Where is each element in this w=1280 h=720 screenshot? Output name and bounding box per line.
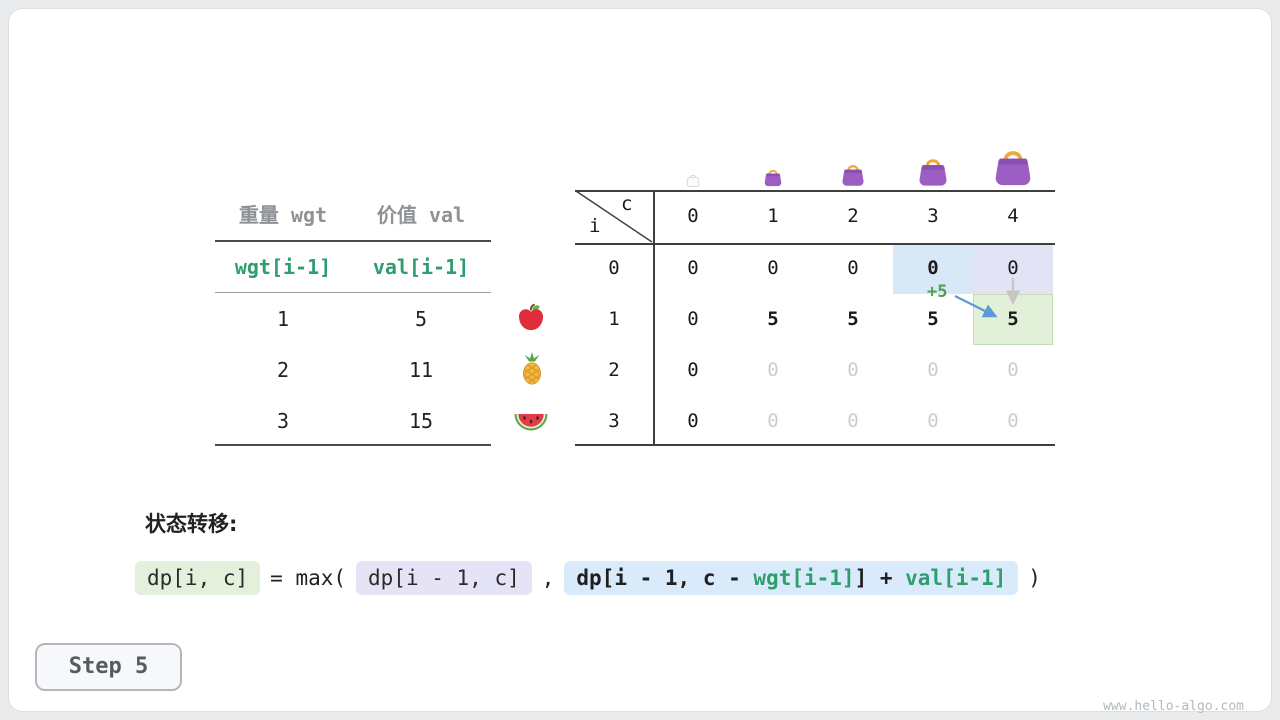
dp-col-header: 2 xyxy=(847,205,859,227)
pineapple-icon xyxy=(523,352,541,385)
transition-formula: dp[i, c] = max( dp[i - 1, c] , dp[i - 1,… xyxy=(135,561,1041,595)
dp-cell-source-lavender: 0 xyxy=(973,243,1053,294)
dp-cell: 0 xyxy=(927,410,939,432)
item-row-wgt: 3 xyxy=(276,409,290,433)
formula-arg2-val: val[i-1] xyxy=(905,566,1007,590)
dp-cell: 0 xyxy=(767,257,779,279)
bag-icon xyxy=(993,151,1033,187)
dp-cell: 0 xyxy=(847,359,859,381)
dp-cell: 0 xyxy=(1007,359,1019,381)
dp-cell: 0 xyxy=(687,359,699,381)
bag-ghost-icon xyxy=(686,174,700,187)
dp-col-header: 1 xyxy=(767,205,779,227)
formula-eq-max: = max( xyxy=(270,566,347,590)
step-badge: Step 5 xyxy=(35,643,182,691)
formula-close: ) xyxy=(1028,566,1041,590)
items-table: 重量 wgt 价值 val wgt[i-1] val[i-1] 1 5 2 11… xyxy=(215,190,491,446)
dp-vertical-rule xyxy=(653,190,655,446)
formula-arg1: dp[i - 1, c] xyxy=(356,561,532,595)
dp-bottom-rule xyxy=(575,444,1055,446)
formula-arg2-part2: ] + xyxy=(854,566,906,590)
dp-cell: 5 xyxy=(927,308,939,330)
dp-row-label: 3 xyxy=(608,410,620,432)
formula-lhs: dp[i, c] xyxy=(135,561,261,595)
items-header-weight: 重量 wgt xyxy=(238,203,328,227)
dp-cell: 0 xyxy=(767,410,779,432)
dp-cell: 0 xyxy=(767,359,779,381)
item-row-val: 5 xyxy=(414,307,428,331)
dp-table: 0 1 2 3 4 i c 0 1 2 3 0 0 0 0 0 0 5 5 5 … xyxy=(575,190,1055,446)
dp-cell: 0 xyxy=(927,359,939,381)
dp-cell: 0 xyxy=(687,257,699,279)
dp-cell: 0 xyxy=(687,308,699,330)
dp-cell: 0 xyxy=(1007,410,1019,432)
transition-title: 状态转移: xyxy=(145,512,238,536)
formula-arg2: dp[i - 1, c - wgt[i-1]] + val[i-1] xyxy=(564,561,1019,595)
bag-icon xyxy=(763,169,783,187)
item-row-val: 15 xyxy=(408,409,434,433)
dp-cell: 5 xyxy=(847,308,859,330)
watermelon-icon xyxy=(514,414,548,431)
dp-cell: 0 xyxy=(687,410,699,432)
dp-cell-current-green: 5 xyxy=(973,294,1053,345)
dp-cell-source-blue: 0 xyxy=(893,243,973,294)
item-row-val: 11 xyxy=(408,358,434,382)
items-formula-wgt: wgt[i-1] xyxy=(234,255,332,279)
plus-value-annotation: +5 xyxy=(927,282,948,302)
items-header-value: 价值 val xyxy=(376,203,466,227)
corner-row-label: i xyxy=(589,215,601,237)
dp-header-rule xyxy=(575,243,1055,245)
dp-row-label: 2 xyxy=(608,359,620,381)
bag-icon xyxy=(917,159,949,187)
item-row-wgt: 2 xyxy=(276,358,290,382)
bag-icon xyxy=(841,165,865,187)
dp-top-rule xyxy=(575,190,1055,192)
dp-col-header: 0 xyxy=(687,205,699,227)
dp-cell: 5 xyxy=(767,308,779,330)
dp-row-label: 1 xyxy=(608,308,620,330)
corner-col-label: c xyxy=(621,193,633,215)
watermark: www.hello-algo.com xyxy=(1103,699,1244,714)
apple-icon xyxy=(518,303,544,331)
items-formula-val: val[i-1] xyxy=(372,255,470,279)
dp-cell: 0 xyxy=(847,410,859,432)
formula-arg2-part1: dp[i - 1, c - xyxy=(576,566,754,590)
items-formula-rule xyxy=(215,292,491,293)
item-row-wgt: 1 xyxy=(276,307,290,331)
corner-diagonal xyxy=(575,190,653,243)
formula-comma: , xyxy=(541,566,555,590)
formula-arg2-wgt: wgt[i-1] xyxy=(753,566,855,590)
dp-col-header: 4 xyxy=(1007,205,1019,227)
items-header-rule xyxy=(215,240,491,242)
dp-col-header: 3 xyxy=(927,205,939,227)
dp-cell: 0 xyxy=(847,257,859,279)
items-bottom-rule xyxy=(215,444,491,446)
dp-row-label: 0 xyxy=(608,257,620,279)
capacity-bags xyxy=(575,140,1055,190)
